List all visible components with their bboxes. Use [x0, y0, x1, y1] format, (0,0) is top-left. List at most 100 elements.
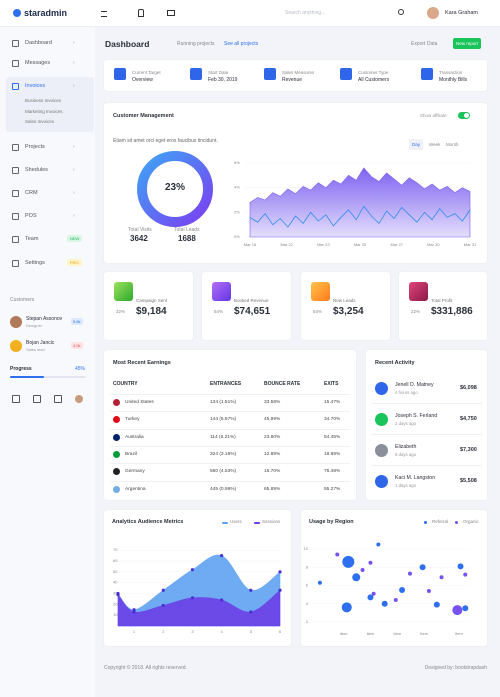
row-divider [110, 428, 350, 430]
sidebar [0, 27, 95, 697]
activity-name[interactable]: Jenell D. Matney [395, 382, 434, 388]
legend-label: Sessions [262, 519, 281, 524]
activity-name[interactable]: Joseph S. Ferland [395, 413, 438, 419]
stat-percent: 22% [411, 309, 421, 314]
activity-time: 1 days ago [395, 483, 417, 488]
table-cell: 114 (6.21%) [210, 434, 236, 440]
info-label: Sales Measures [282, 70, 315, 75]
menu-icon [12, 40, 19, 47]
menu-item[interactable]: Shedules [25, 167, 48, 173]
menu-item[interactable]: Messages [25, 60, 51, 66]
new-report-button[interactable]: New report [453, 38, 482, 49]
analytics-card [104, 510, 291, 646]
sidebar-footer-icon[interactable] [54, 395, 62, 403]
legend-swatch [455, 521, 458, 524]
mail-icon[interactable] [167, 10, 175, 16]
table-cell: Australia [125, 434, 144, 440]
menu-chevron: › [73, 144, 75, 150]
activity-amount: $7,300 [460, 447, 477, 453]
stat-icon [409, 282, 428, 301]
legend-label: Users [230, 519, 242, 524]
info-value[interactable]: Feb 30, 2019 [208, 77, 238, 83]
menu-item[interactable]: Settings [25, 260, 45, 266]
customer-name[interactable]: Bojan Jancic [26, 340, 55, 346]
submenu-item[interactable]: Sales Invoices [25, 119, 55, 124]
activity-name[interactable]: Elizabeth [395, 444, 417, 450]
menu-chevron: › [73, 40, 75, 46]
card-title: Customer Management [113, 113, 174, 119]
row-divider [372, 403, 482, 404]
menu-item[interactable]: CRM [25, 190, 38, 196]
table-cell: 54.45% [324, 434, 341, 440]
menu-icon [12, 144, 19, 151]
visits-label: Total Visits [128, 227, 152, 233]
card-text: Etiam sit amet orci eget eros faucibus t… [113, 138, 218, 144]
stat-label: Booked Revenue [234, 298, 269, 303]
leads-label: Total Leads [174, 227, 200, 233]
export-data[interactable]: Export Data [411, 41, 438, 47]
menu-item[interactable]: Dashboard [25, 40, 52, 46]
tab[interactable]: Week [429, 142, 441, 147]
legend-swatch [424, 521, 427, 524]
menu-item[interactable]: Team [25, 236, 39, 242]
customer-badge: 5.6k [71, 318, 83, 325]
country-flag [113, 468, 120, 476]
stat-percent: 54% [313, 309, 323, 314]
table-cell: 560 (4.53%) [210, 469, 237, 475]
sidebar-footer-icon[interactable] [12, 395, 20, 403]
table-cell: 134 (1.51%) [210, 400, 237, 405]
country-flag [113, 450, 120, 458]
menu-chevron: › [73, 60, 75, 66]
table-cell: 324 (3.18%) [210, 451, 237, 457]
menu-item[interactable]: Projects [25, 144, 45, 150]
country-flag [113, 433, 120, 441]
search-icon[interactable] [398, 9, 404, 15]
submenu-item[interactable]: Business Invoices [25, 98, 62, 103]
brand-icon [13, 9, 21, 17]
info-icon [421, 68, 433, 80]
menu-icon [12, 167, 19, 174]
sidebar-footer-icon[interactable] [75, 395, 83, 403]
tab[interactable]: Day [409, 139, 424, 150]
menu-icon [12, 236, 19, 243]
menu-item[interactable]: POS [25, 213, 37, 219]
info-value[interactable]: Revenue [282, 77, 303, 83]
bell-icon[interactable] [138, 9, 144, 17]
activity-name[interactable]: Kaci M. Langston [395, 475, 436, 481]
legend-label: Organic [463, 519, 479, 524]
country-flag [113, 399, 120, 406]
copyright: Copyright © 2018. All rights reserved. [104, 665, 187, 671]
info-icon [114, 68, 126, 80]
stat-percent: 32% [116, 309, 126, 314]
brand: staradmin [24, 8, 68, 18]
search-input[interactable]: Search anything... [285, 10, 326, 16]
info-label: Current Target [132, 70, 161, 75]
column-header: EXITS [324, 381, 339, 387]
activity-amount: $6,098 [460, 385, 477, 391]
menu-icon[interactable] [101, 11, 107, 17]
active-menu-bg [6, 77, 94, 132]
info-icon [264, 68, 276, 80]
menu-item[interactable]: Invoices [25, 83, 46, 89]
info-value[interactable]: All Customers [358, 77, 390, 83]
table-cell: 18.89% [324, 451, 341, 457]
tab[interactable]: Month [446, 142, 459, 147]
menu-chevron: › [73, 83, 75, 89]
country-flag [113, 485, 120, 493]
stat-label: Total Profit [431, 298, 453, 303]
info-value[interactable]: Monthly Bills [439, 77, 468, 83]
customer-name[interactable]: Stepan Assonov [26, 316, 63, 322]
topbar [0, 0, 500, 27]
user-name[interactable]: Kara Graham [445, 10, 479, 16]
row-divider [110, 411, 350, 413]
submenu-item[interactable]: Marketing Invoices [25, 108, 63, 114]
customer-role: Designer [26, 323, 43, 328]
table-cell: 33.58% [264, 400, 281, 405]
activity-card [366, 350, 487, 500]
menu-icon [12, 190, 19, 197]
stat-label: Campaign Sent [136, 298, 168, 303]
sidebar-footer-icon[interactable] [33, 395, 41, 403]
see-all-projects[interactable]: See all projects [224, 41, 259, 47]
info-value[interactable]: Overview [132, 77, 153, 83]
info-label: Transaction [439, 70, 463, 75]
